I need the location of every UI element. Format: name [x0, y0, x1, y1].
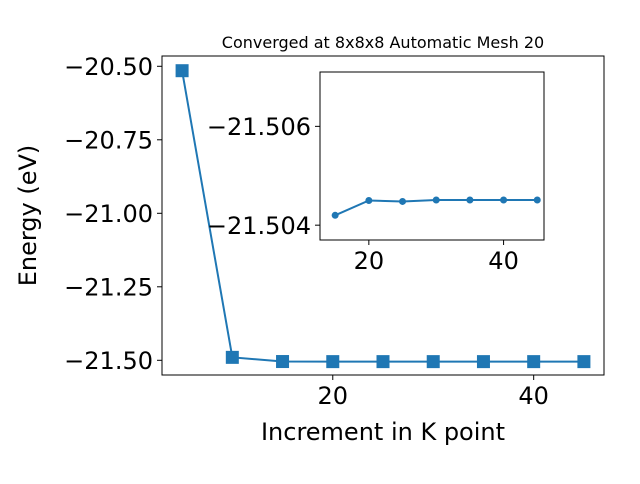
- inset-y-tick-label: −21.504: [207, 212, 311, 240]
- main-series: [175, 64, 591, 369]
- main-plot-frame: [161, 55, 605, 376]
- inset-plot-frame: [319, 71, 545, 241]
- x-axis-label: Increment in K point: [261, 418, 505, 446]
- main-x-tick-label: 40: [518, 382, 549, 410]
- main-data-point: [426, 355, 440, 369]
- inset-x-tick-label: 40: [488, 247, 519, 275]
- inset-data-point: [399, 197, 407, 205]
- main-data-point: [476, 355, 490, 369]
- main-data-point: [527, 355, 541, 369]
- main-data-point: [326, 355, 340, 369]
- main-data-point: [376, 355, 390, 369]
- main-y-tick-label: −21.00: [64, 200, 153, 228]
- main-ticks: 20 40 −20.50 −20.75 −21.00 −21.25 −21.50: [64, 53, 549, 410]
- inset-data-point: [331, 211, 339, 219]
- inset-data-point: [500, 196, 508, 204]
- inset-x-tick-label: 20: [354, 247, 385, 275]
- inset-data-point: [466, 196, 474, 204]
- main-data-point: [276, 355, 290, 369]
- inset-ticks: 20 40 −21.506 −21.504: [207, 113, 519, 275]
- main-data-point: [225, 350, 239, 364]
- inset-series: [331, 196, 541, 219]
- inset-data-point: [365, 196, 373, 204]
- main-data-point: [175, 64, 189, 78]
- main-y-tick-label: −20.50: [64, 53, 153, 81]
- inset-data-point: [432, 196, 440, 204]
- main-data-point: [577, 355, 591, 369]
- main-y-tick-label: −21.25: [64, 273, 153, 301]
- inset-data-point: [533, 196, 541, 204]
- main-y-tick-label: −21.50: [64, 347, 153, 375]
- main-y-tick-label: −20.75: [64, 126, 153, 154]
- y-axis-label: Energy (eV): [14, 145, 42, 287]
- chart-title: Converged at 8x8x8 Automatic Mesh 20: [222, 33, 544, 52]
- main-x-tick-label: 20: [317, 382, 348, 410]
- inset-y-tick-label: −21.506: [207, 113, 311, 141]
